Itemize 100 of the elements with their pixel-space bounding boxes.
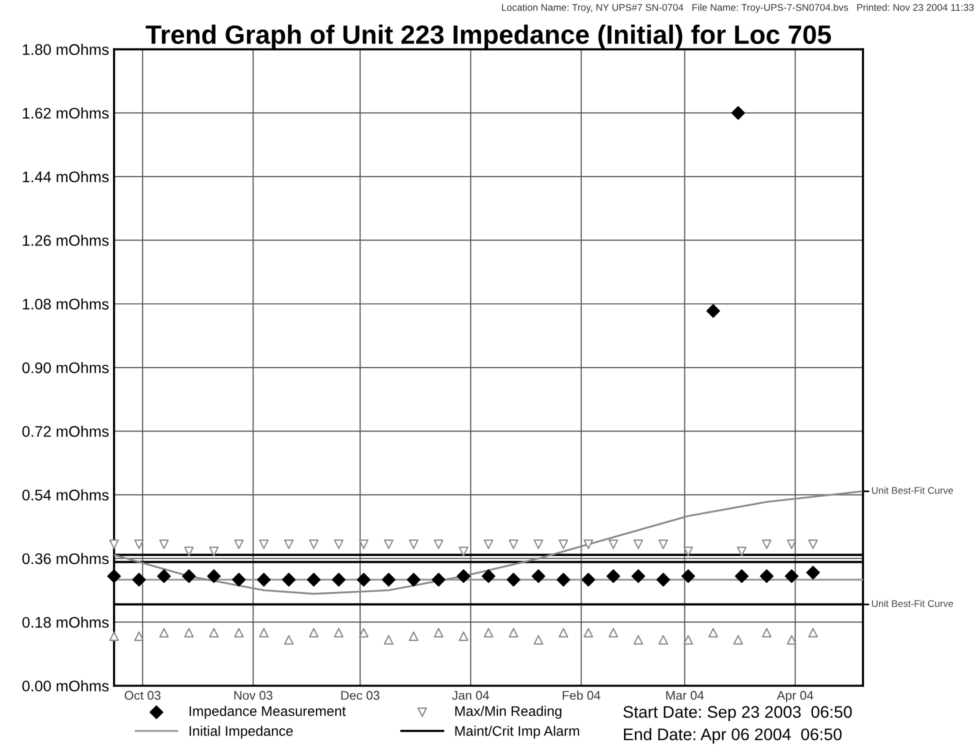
point (308, 540, 319, 550)
point (284, 540, 294, 550)
point (558, 628, 568, 638)
point (284, 634, 294, 645)
point (259, 628, 269, 638)
point (259, 540, 269, 550)
point (808, 540, 818, 550)
point (482, 569, 496, 583)
point (683, 634, 694, 645)
point (808, 628, 818, 638)
point (109, 540, 119, 550)
point (182, 569, 196, 583)
point (762, 540, 772, 550)
y-tick-label: 1.80 mOhms (22, 44, 109, 55)
x-tick-label: Apr 04 (776, 690, 814, 702)
point (786, 540, 796, 550)
point (734, 569, 749, 583)
y-tick-label: 0.90 mOhms (22, 362, 109, 374)
point (434, 540, 444, 550)
point (406, 572, 420, 587)
point (209, 628, 219, 638)
point (306, 572, 321, 587)
point (608, 540, 618, 550)
point (733, 634, 743, 645)
point (708, 628, 718, 638)
text: Start Date: Sep 23 2003 06:50 (623, 706, 852, 722)
x-tick-label: Jan 04 (452, 690, 490, 700)
point (532, 569, 546, 583)
y-tick-label: 0.36 mOhms (22, 552, 109, 564)
point (384, 634, 394, 645)
point (107, 569, 121, 583)
y-tick-label: 1.26 mOhms (22, 234, 109, 246)
y-tick-label: 1.62 mOhms (22, 107, 109, 119)
text: Location Name: Troy, NY UPS#7 SN-0704 File Name: Troy-UPS-7-SN0704.bvs Printed: Nov 23 2004 11:33 (502, 4, 974, 13)
x-tick-label: Feb 04 (562, 690, 600, 700)
point (760, 569, 774, 583)
point (134, 631, 144, 642)
legend-label: Impedance Measurement (190, 706, 346, 719)
point (458, 546, 468, 556)
point (358, 628, 368, 638)
x-tick-label: Mar 04 (666, 690, 704, 700)
y-tick-label: 0.54 mOhms (22, 489, 109, 500)
point (456, 569, 470, 583)
point (736, 546, 747, 556)
point (606, 569, 620, 583)
y-tick-label: 0.72 mOhms (22, 426, 109, 437)
point (308, 628, 319, 638)
point (282, 572, 296, 587)
point (458, 631, 468, 642)
point (656, 572, 670, 587)
point (534, 540, 544, 550)
annotation: Unit Best-Fit Curve (872, 600, 954, 608)
legend-label: Max/Min Reading (455, 706, 562, 719)
point (408, 540, 418, 550)
point (608, 628, 618, 638)
point (209, 546, 219, 556)
point (584, 628, 594, 638)
point (634, 540, 644, 550)
point (784, 569, 798, 583)
x-tick-label: Nov 03 (234, 690, 272, 700)
point (558, 540, 568, 550)
point (207, 569, 221, 583)
annotation: Unit Best-Fit Curve (872, 486, 954, 494)
y-tick-label: 1.08 mOhms (22, 298, 109, 310)
chart-title: Trend Graph of Unit 223 Impedance (Initial) for Loc 705 (146, 24, 831, 50)
point (634, 634, 644, 645)
point (584, 540, 594, 550)
x-tick-label: Dec 03 (341, 690, 380, 700)
legend-label: Maint/Crit Imp Alarm (455, 726, 580, 739)
y-tick-label: 0.18 mOhms (22, 616, 109, 628)
point (508, 540, 518, 550)
point (134, 540, 144, 550)
point (683, 546, 694, 556)
point (356, 572, 371, 587)
point (786, 634, 796, 645)
point (706, 304, 720, 318)
point (257, 572, 271, 587)
point (681, 569, 696, 583)
point (334, 540, 344, 550)
point (582, 572, 596, 587)
point (658, 540, 668, 550)
point (484, 540, 494, 550)
point (408, 631, 418, 642)
point (184, 628, 194, 638)
point (159, 628, 169, 638)
point (434, 628, 444, 638)
point (506, 572, 520, 587)
point (234, 628, 244, 638)
point (508, 628, 518, 638)
point (184, 546, 194, 556)
point (232, 572, 246, 587)
point (731, 106, 745, 120)
point (806, 566, 820, 580)
point (109, 631, 119, 642)
point (132, 572, 146, 587)
line-series (114, 490, 863, 595)
point (234, 540, 244, 550)
point (658, 634, 668, 645)
point (384, 540, 394, 550)
point (382, 572, 396, 587)
